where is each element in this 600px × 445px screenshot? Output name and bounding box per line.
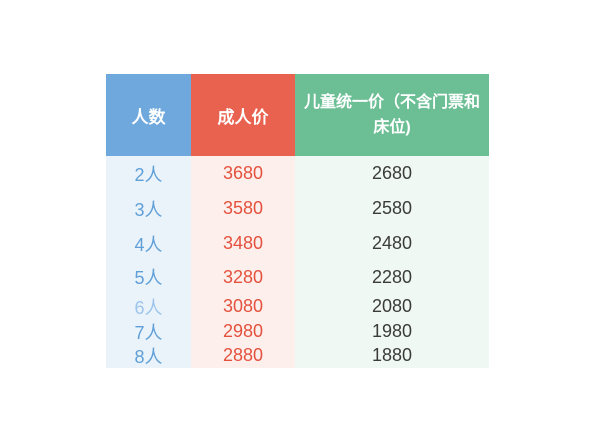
adult-price-cell: 3480 [191, 226, 295, 261]
price-row: 7人 2980 1980 [106, 320, 489, 343]
adult-price-cell: 3680 [191, 156, 295, 191]
pricing-table-header: 人数 成人价 儿童统一价（不含门票和床位) [106, 74, 489, 156]
adult-price-cell: 3580 [191, 191, 295, 226]
people-count-header: 人数 [106, 74, 191, 156]
child-price-header: 儿童统一价（不含门票和床位) [295, 74, 489, 156]
people-count-cell: 2人 [106, 156, 191, 191]
people-count-cell: 4人 [106, 226, 191, 261]
child-price-cell: 2080 [295, 293, 489, 320]
adult-price-cell: 2980 [191, 320, 295, 343]
price-row: 4人 3480 2480 [106, 226, 489, 261]
people-count-cell: 7人 [106, 320, 191, 343]
price-row: 5人 3280 2280 [106, 261, 489, 293]
adult-price-cell: 3280 [191, 261, 295, 293]
child-price-cell: 1880 [295, 343, 489, 368]
people-count-cell: 3人 [106, 191, 191, 226]
child-price-cell: 2480 [295, 226, 489, 261]
child-price-cell: 2580 [295, 191, 489, 226]
price-row: 6人 3080 2080 [106, 293, 489, 320]
child-price-cell: 1980 [295, 320, 489, 343]
people-count-cell: 6人 [106, 293, 191, 320]
price-row: 2人 3680 2680 [106, 156, 489, 191]
child-price-cell: 2280 [295, 261, 489, 293]
pricing-table-body: 2人 3680 2680 3人 3580 2580 4人 3480 2480 5… [106, 156, 489, 368]
people-count-cell: 5人 [106, 261, 191, 293]
price-row: 8人 2880 1880 [106, 343, 489, 368]
pricing-table: 人数 成人价 儿童统一价（不含门票和床位) 2人 3680 2680 3人 35… [106, 74, 489, 368]
people-count-cell: 8人 [106, 343, 191, 368]
adult-price-cell: 2880 [191, 343, 295, 368]
adult-price-cell: 3080 [191, 293, 295, 320]
adult-price-header: 成人价 [191, 74, 295, 156]
price-row: 3人 3580 2580 [106, 191, 489, 226]
child-price-cell: 2680 [295, 156, 489, 191]
